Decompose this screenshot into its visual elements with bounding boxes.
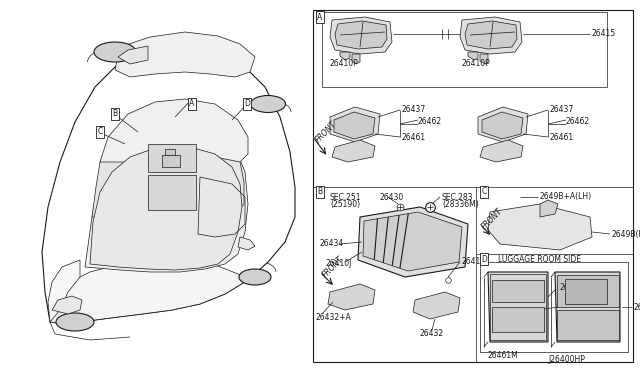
Polygon shape bbox=[480, 54, 488, 64]
Polygon shape bbox=[100, 99, 248, 162]
Bar bbox=[557, 275, 619, 307]
Text: D: D bbox=[481, 254, 487, 263]
Polygon shape bbox=[480, 140, 523, 162]
Polygon shape bbox=[478, 107, 528, 142]
Polygon shape bbox=[540, 200, 558, 217]
Text: SEC.283: SEC.283 bbox=[442, 192, 474, 202]
Text: 26434: 26434 bbox=[320, 240, 344, 248]
Text: B: B bbox=[113, 109, 118, 119]
Polygon shape bbox=[332, 140, 375, 162]
Polygon shape bbox=[335, 21, 387, 49]
Text: J26400HP: J26400HP bbox=[548, 356, 585, 365]
Text: C: C bbox=[97, 128, 102, 137]
Text: FRONT: FRONT bbox=[480, 206, 505, 231]
Bar bbox=[492, 307, 544, 332]
Text: D: D bbox=[244, 99, 250, 109]
Polygon shape bbox=[334, 112, 375, 139]
Text: (25190): (25190) bbox=[330, 201, 360, 209]
Text: 26432+A: 26432+A bbox=[315, 312, 351, 321]
Text: 26462: 26462 bbox=[418, 116, 442, 125]
Polygon shape bbox=[363, 212, 462, 271]
Text: 26461: 26461 bbox=[550, 132, 574, 141]
Text: B: B bbox=[317, 187, 323, 196]
Bar bbox=[148, 175, 196, 210]
Ellipse shape bbox=[239, 269, 271, 285]
Text: 26410J: 26410J bbox=[325, 260, 351, 269]
Text: 26415: 26415 bbox=[592, 29, 616, 38]
Text: SEC.251: SEC.251 bbox=[330, 192, 362, 202]
Text: 26410J: 26410J bbox=[462, 257, 488, 266]
Polygon shape bbox=[115, 32, 255, 77]
Text: 26461: 26461 bbox=[402, 132, 426, 141]
Polygon shape bbox=[340, 52, 350, 60]
Text: 26437: 26437 bbox=[402, 106, 426, 115]
Polygon shape bbox=[488, 204, 592, 250]
Polygon shape bbox=[413, 292, 460, 319]
Polygon shape bbox=[358, 207, 468, 277]
Bar bbox=[148, 144, 196, 172]
Polygon shape bbox=[460, 17, 522, 54]
Text: 26430: 26430 bbox=[380, 192, 404, 202]
Text: A: A bbox=[317, 13, 323, 22]
Text: 26410P: 26410P bbox=[462, 60, 491, 68]
Bar bbox=[490, 274, 546, 340]
Bar bbox=[313, 10, 633, 362]
Polygon shape bbox=[50, 260, 248, 324]
Bar bbox=[162, 155, 180, 167]
Polygon shape bbox=[330, 107, 380, 142]
Bar bbox=[492, 280, 544, 302]
Text: 26410A: 26410A bbox=[560, 282, 589, 292]
Polygon shape bbox=[482, 112, 523, 139]
Polygon shape bbox=[48, 260, 80, 322]
Text: 2649B(RH): 2649B(RH) bbox=[612, 230, 640, 238]
Text: 26462: 26462 bbox=[566, 116, 590, 125]
Ellipse shape bbox=[56, 313, 94, 331]
Polygon shape bbox=[488, 272, 548, 342]
Polygon shape bbox=[238, 237, 255, 250]
Polygon shape bbox=[85, 124, 248, 272]
Polygon shape bbox=[555, 272, 620, 342]
Text: A: A bbox=[189, 99, 195, 109]
Polygon shape bbox=[42, 42, 295, 324]
Text: 26437: 26437 bbox=[550, 106, 574, 115]
Text: 26410P: 26410P bbox=[330, 60, 359, 68]
Ellipse shape bbox=[250, 96, 285, 112]
Polygon shape bbox=[468, 52, 478, 60]
Text: 2649B+A(LH): 2649B+A(LH) bbox=[540, 192, 592, 202]
Text: FRONT: FRONT bbox=[314, 120, 339, 144]
Text: (28336M): (28336M) bbox=[442, 201, 479, 209]
Bar bbox=[557, 310, 619, 340]
Text: C: C bbox=[481, 187, 486, 196]
Text: FRONT: FRONT bbox=[321, 254, 346, 279]
Polygon shape bbox=[330, 17, 392, 54]
Bar bbox=[165, 149, 175, 155]
Text: 26432: 26432 bbox=[420, 330, 444, 339]
Polygon shape bbox=[352, 54, 360, 64]
Polygon shape bbox=[92, 122, 244, 222]
Polygon shape bbox=[52, 296, 82, 314]
Bar bbox=[565, 279, 607, 304]
Text: LUGGAGE ROOM SIDE: LUGGAGE ROOM SIDE bbox=[498, 254, 581, 263]
Text: 26415N: 26415N bbox=[634, 302, 640, 311]
Ellipse shape bbox=[94, 42, 136, 62]
Polygon shape bbox=[90, 147, 242, 270]
Polygon shape bbox=[118, 46, 148, 64]
Polygon shape bbox=[465, 21, 517, 49]
Polygon shape bbox=[328, 284, 375, 310]
Text: 26461M: 26461M bbox=[488, 352, 519, 360]
Bar bbox=[480, 262, 628, 352]
Bar bbox=[322, 12, 607, 87]
